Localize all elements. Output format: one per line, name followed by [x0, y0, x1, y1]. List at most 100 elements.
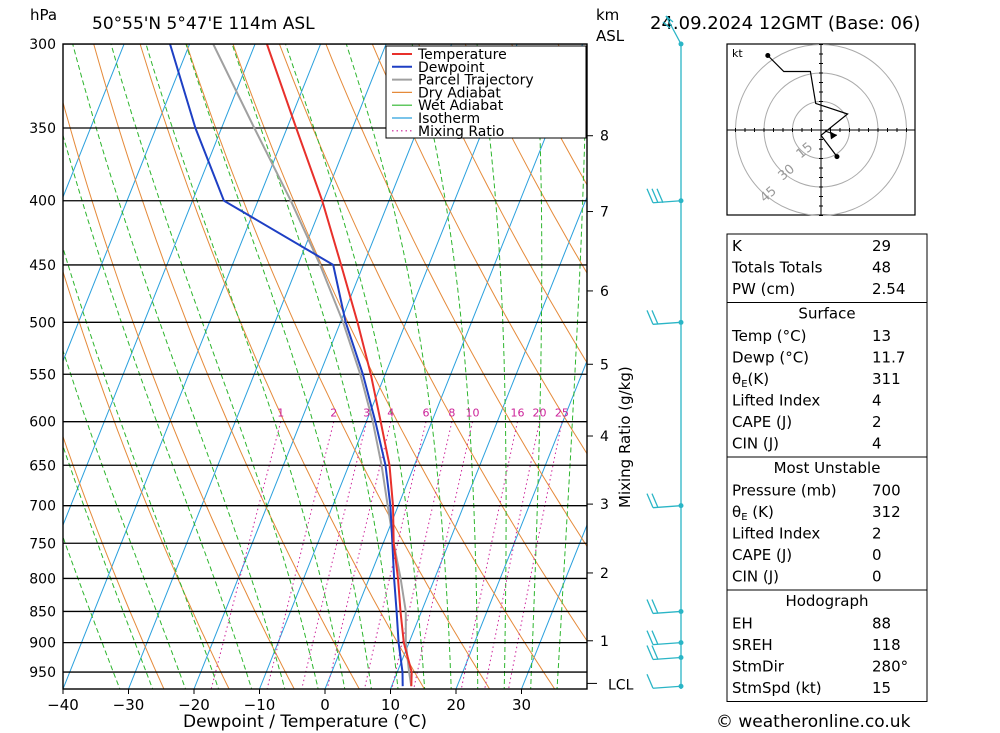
- mixing-ratio-label: 20: [532, 407, 546, 420]
- dry-adiabat-line: [371, 44, 587, 455]
- km-tick-label: 8: [600, 129, 609, 145]
- legend-wet-adiabat-label: Wet Adiabat: [418, 98, 504, 114]
- dewpoint-line: [169, 44, 404, 687]
- pressure-tick-label: 550: [29, 367, 56, 383]
- wet-adiabat-line: [476, 44, 507, 689]
- dry-adiabat-line: [93, 44, 360, 689]
- isotherm-line: [521, 523, 587, 689]
- dry-adiabat-line: [464, 44, 587, 274]
- most-unstable-row-label: θE (K): [732, 503, 774, 523]
- surface-row-label: Lifted Index: [732, 392, 820, 410]
- surface-row-value: 11.7: [872, 349, 905, 367]
- surface-row-label: Dewp (°C): [732, 349, 809, 367]
- pressure-tick-label: 300: [29, 37, 56, 53]
- credit-text: © weatheronline.co.uk: [716, 712, 911, 732]
- indices-table: K 29 Totals Totals 48 PW (cm) 2.54 Surface Temp…: [726, 233, 928, 702]
- most-unstable-row-value: 2: [872, 525, 882, 543]
- km-tick-label: 7: [600, 205, 609, 221]
- wind-barb: [646, 310, 654, 325]
- isotherm-line: [455, 359, 587, 689]
- mixing-ratio-label: 2: [330, 407, 337, 420]
- temperature-tick-label: 20: [446, 696, 465, 714]
- hodograph-indices-title: Hodograph: [785, 592, 868, 610]
- km-unit-label: km: [596, 6, 619, 24]
- isotherm-line: [63, 44, 125, 199]
- legend-box: [385, 45, 587, 139]
- surface-title: Surface: [798, 305, 855, 323]
- hodograph-end-dot: [765, 53, 771, 59]
- mixing-ratio-label: 4: [387, 407, 394, 420]
- temperature-tick-label: 10: [381, 696, 400, 714]
- temperature-tick-label: 0: [320, 696, 330, 714]
- mixing-ratio-line: [301, 421, 368, 689]
- mixing-ratio-line: [391, 421, 453, 689]
- wind-shaft: [652, 685, 682, 689]
- most-unstable-row-label: Lifted Index: [732, 525, 820, 543]
- hodograph-trace: [767, 55, 849, 157]
- surface-row-label: CIN (J): [732, 435, 779, 453]
- wind-barb: [646, 630, 654, 645]
- mixing-ratio-label: 16: [510, 407, 524, 420]
- mixing-ratio-line: [326, 421, 392, 689]
- dry-adiabat-line: [325, 44, 587, 548]
- pressure-tick-label: 700: [29, 499, 56, 515]
- mixing-ratio-label: 25: [555, 407, 569, 420]
- dry-adiabat-line: [186, 44, 491, 689]
- most-unstable-row-value: 700: [872, 482, 901, 500]
- pressure-tick-label: 500: [29, 315, 56, 331]
- mixing-ratio-line: [210, 421, 282, 689]
- isotherm-line: [390, 195, 587, 689]
- mixing-ratio-axis-label: Mixing Ratio (g/kg): [616, 366, 634, 508]
- km-tick-label: 6: [600, 284, 609, 300]
- km-tick-label: 5: [600, 357, 609, 373]
- wet-adiabat-line: [63, 535, 121, 689]
- legend-dry-adiabat-label: Dry Adiabat: [418, 85, 501, 101]
- axes: 1 2 3 4 6 8 10 16 20 2530035040045050055060065070…: [29, 37, 633, 714]
- wind-barb: [646, 599, 654, 614]
- hodograph-indices-box: [726, 589, 928, 702]
- wind-barb: [646, 493, 654, 508]
- hodograph-indices-row-label: StmSpd (kt): [732, 679, 822, 697]
- most-unstable-title: Most Unstable: [774, 459, 881, 477]
- legend-isotherm-label: Isotherm: [418, 111, 480, 127]
- indices-top-row-label: Totals Totals: [731, 259, 823, 277]
- hodograph-indices-row-label: StmDir: [732, 658, 785, 676]
- wind-barb: [651, 599, 659, 614]
- legend-temperature-label: Temperature: [417, 47, 507, 63]
- wind-barb: [646, 673, 654, 689]
- mixing-ratio-line: [413, 421, 473, 689]
- isotherm-line: [63, 44, 191, 363]
- surface-row-value: 4: [872, 435, 882, 453]
- surface-row-label: CAPE (J): [732, 413, 792, 431]
- storm-motion-arrowhead: [829, 131, 837, 140]
- temperature-line: [265, 44, 413, 687]
- hodograph-indices-row-value: 118: [872, 636, 901, 654]
- km-tick-label: 4: [600, 429, 609, 445]
- x-axis-label: Dewpoint / Temperature (°C): [183, 712, 427, 732]
- dry-adiabat-line: [232, 44, 556, 689]
- profile-series: [169, 44, 413, 687]
- wind-barb: [651, 630, 659, 645]
- surface-row-value: 2: [872, 413, 882, 431]
- hodograph-indices-row-label: EH: [732, 615, 753, 633]
- wind-barb: [651, 188, 659, 204]
- hodograph-unit-label: kt: [732, 47, 743, 60]
- isotherm-line: [0, 6, 8, 689]
- most-unstable-row-label: CAPE (J): [732, 546, 792, 564]
- location-title: 50°55'N 5°47'E 114m ASL: [92, 14, 315, 34]
- hodograph-indices-row-value: 280°: [872, 658, 908, 676]
- pressure-tick-label: 600: [29, 415, 56, 431]
- hodograph-indices-row-value: 15: [872, 679, 891, 697]
- isotherm-line: [128, 44, 387, 689]
- km-tick-label: 2: [600, 566, 609, 582]
- temperature-tick-label: −10: [244, 696, 276, 714]
- pressure-tick-label: 950: [29, 665, 56, 681]
- pressure-tick-label: 900: [29, 636, 56, 652]
- pressure-tick-label: 350: [29, 121, 56, 137]
- wind-barb: [651, 310, 659, 325]
- surface-box: [726, 302, 928, 458]
- background-lines: [0, 6, 587, 689]
